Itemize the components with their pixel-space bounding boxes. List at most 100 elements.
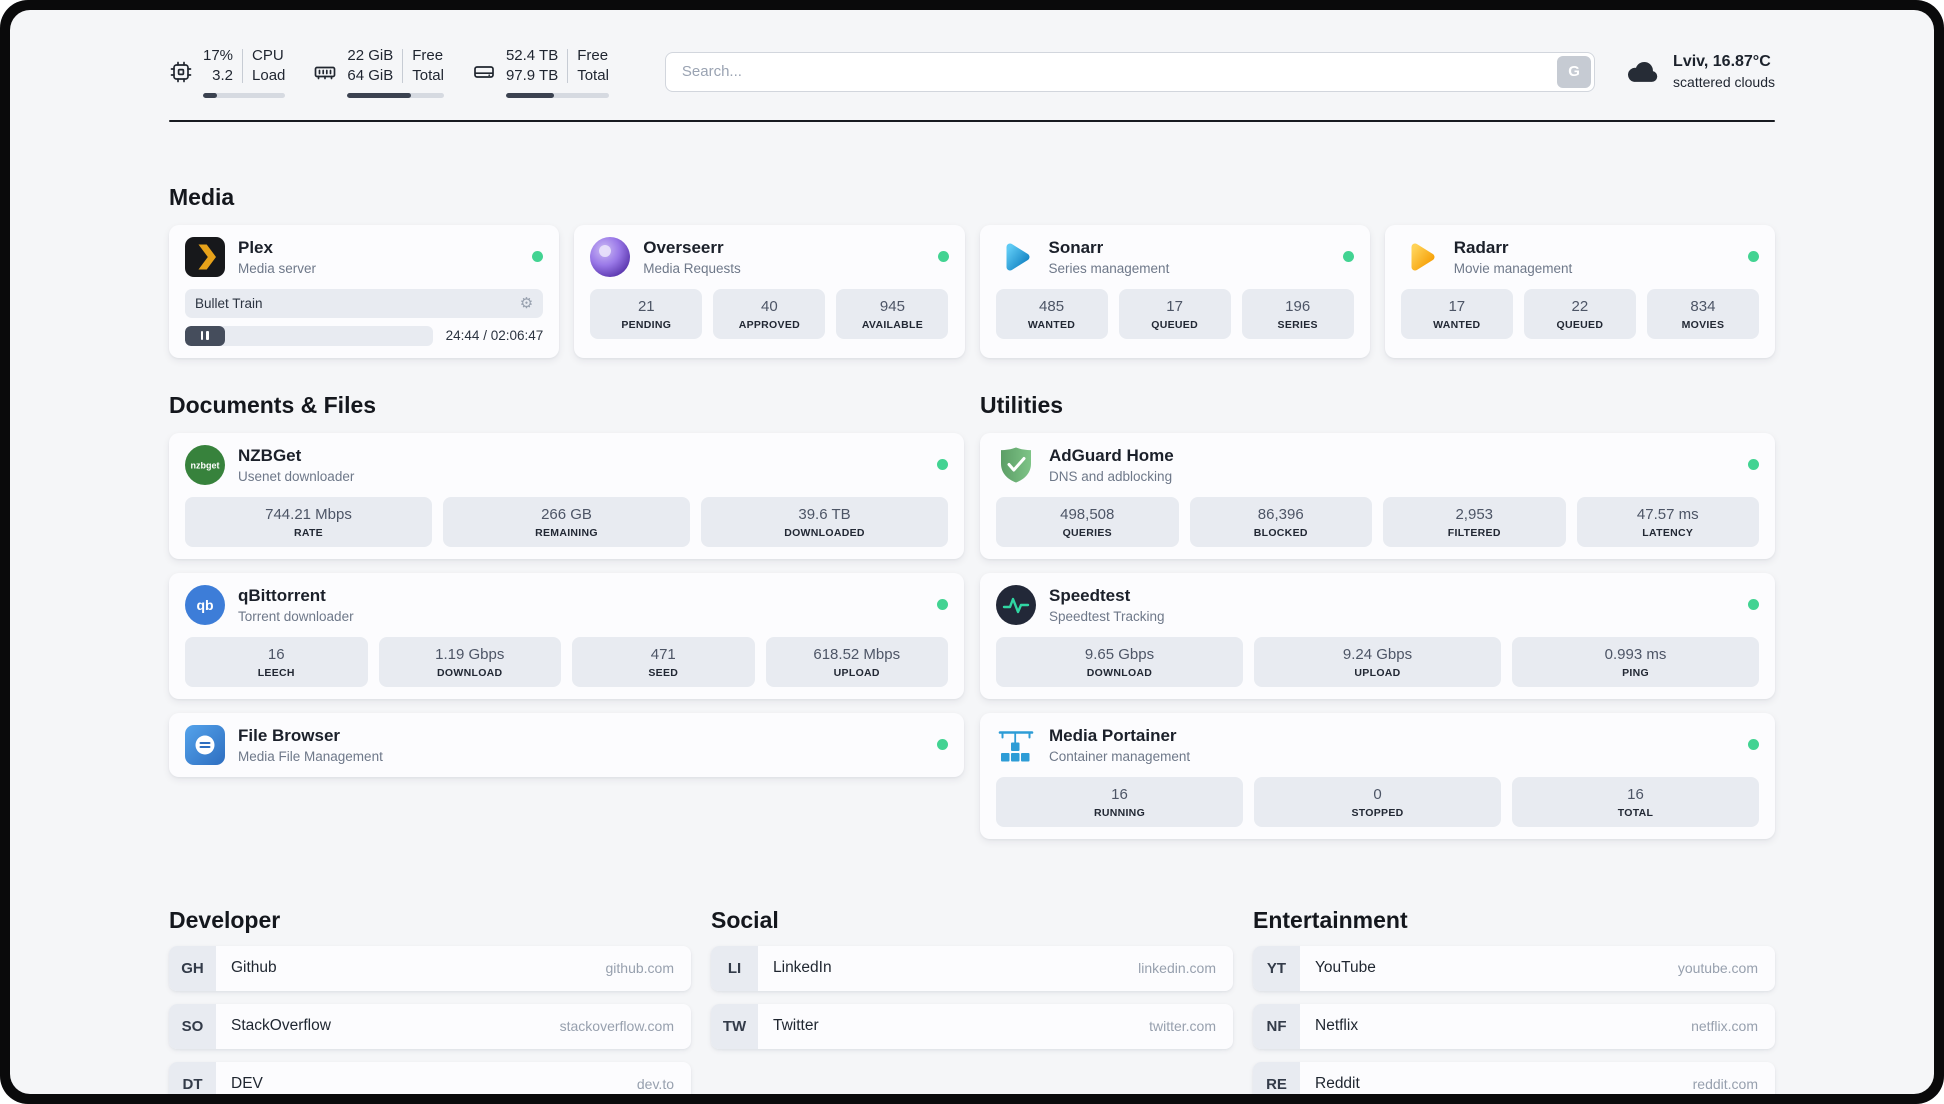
status-dot [1748,459,1759,470]
player-progress-track[interactable] [185,325,433,346]
stat-approved: 40 APPROVED [713,288,826,339]
app-name: Sonarr [1048,237,1104,257]
link-twitter[interactable]: TW Twitter twitter.com [711,1003,1233,1049]
app-subtitle: DNS and adblocking [1049,468,1173,484]
cpu-load-value: 3.2 [212,67,234,85]
bookmark-group-developer: Developer GH Github github.com SO StackO… [169,906,691,1094]
ram-icon [313,60,337,84]
adguard-icon [996,445,1036,485]
stat-blocked: 86,396 BLOCKED [1189,496,1372,547]
google-search-button[interactable]: G [1557,55,1592,88]
radarr-card[interactable]: Radarr Movie management 17 WANTED 22 QUE… [1384,224,1775,358]
app-name: Overseerr [643,237,724,257]
app-subtitle: Series management [1048,260,1170,276]
app-subtitle: Movie management [1453,260,1573,276]
link-linkedin[interactable]: LI LinkedIn linkedin.com [711,945,1233,991]
disk-progress-bar [505,92,609,98]
nzbget-card[interactable]: nzbget NZBGet Usenet downloader 744.21 M… [169,432,964,559]
cpu-usage-value: 17% [203,47,234,64]
link-netflix[interactable]: NF Netflix netflix.com [1253,1003,1775,1049]
link-badge: SO [169,1003,216,1049]
player-time: 24:44 / 02:06:47 [445,328,544,343]
search-bar: G [664,51,1596,92]
cpu-progress-bar [203,92,286,98]
stat-stopped: 0 STOPPED [1254,776,1501,827]
stat-queries: 498,508 QUERIES [996,496,1179,547]
bookmark-group-social: Social LI LinkedIn linkedin.com TW Twitt… [711,907,1233,1095]
vertical-divider [242,49,244,84]
cpu-icon [169,60,193,84]
cpu-progress-fill [203,92,217,98]
status-dot [937,739,948,750]
memory-free-label: Free [412,47,444,64]
svg-text:qb: qb [196,597,213,613]
stat-download: 1.19 Gbps DOWNLOAD [378,636,561,687]
stat-remaining: 266 GB REMAINING [443,496,690,547]
portainer-card[interactable]: Media Portainer Container management 16 … [980,712,1775,839]
status-dot [937,599,948,610]
link-badge: TW [711,1003,758,1049]
dashboard-page: 17% 3.2 CPU Load [10,10,1934,1094]
gear-icon[interactable]: ⚙ [519,294,534,312]
filebrowser-card[interactable]: File Browser Media File Management [169,712,964,777]
link-stackoverflow[interactable]: SO StackOverflow stackoverflow.com [169,1003,691,1049]
stat-upload: 9.24 Gbps UPLOAD [1254,636,1501,687]
memory-total-label: Total [412,67,444,85]
plex-card[interactable]: Plex Media server Bullet Train ⚙ 24:4 [169,224,560,358]
stat-downloaded: 39.6 TB DOWNLOADED [701,496,948,547]
status-dot [937,251,949,262]
disk-progress-fill [505,92,555,98]
app-name: Speedtest [1049,585,1131,605]
search-input[interactable] [664,51,1596,92]
stat-download: 9.65 Gbps DOWNLOAD [996,636,1243,687]
status-dot [1748,739,1759,750]
memory-total-value: 64 GiB [347,67,394,85]
disk-total-value: 97.9 TB [505,67,559,85]
stat-rate: 744.21 Mbps RATE [185,496,432,547]
stat-movies: 834 MOVIES [1646,288,1759,339]
vertical-divider [402,49,404,84]
speedtest-card[interactable]: Speedtest Speedtest Tracking 9.65 Gbps D… [980,572,1775,699]
player-progress-fill[interactable] [185,325,225,346]
link-badge: YT [1253,945,1300,991]
app-subtitle: Torrent downloader [238,608,354,624]
status-dot [532,251,544,262]
stat-seed: 471 SEED [572,636,755,687]
disk-total-label: Total [577,67,609,85]
link-youtube[interactable]: YT YouTube youtube.com [1253,945,1775,991]
qbittorrent-card[interactable]: qb qBittorrent Torrent downloader 16 LEE… [169,572,964,699]
status-dot [1342,251,1354,262]
status-dot [937,459,948,470]
sonarr-icon [996,237,1036,277]
stat-latency: 47.57 ms LATENCY [1576,496,1759,547]
stat-leech: 16 LEECH [185,636,368,687]
app-name: Radarr [1453,237,1509,257]
app-name: qBittorrent [238,585,326,605]
player-progress-row: 24:44 / 02:06:47 [185,325,544,346]
stat-ping: 0.993 ms PING [1512,636,1759,687]
app-subtitle: Media server [238,260,317,276]
section-media: Media Plex Media server Bullet Train ⚙ [169,184,1775,358]
disk-icon [472,60,496,84]
link-badge: GH [169,945,216,991]
vertical-divider [567,49,569,84]
pause-icon[interactable] [200,331,209,340]
section-utilities: Utilities AdGuard Home [980,392,1775,853]
section-title-utilities: Utilities [980,391,1064,418]
app-subtitle: Usenet downloader [238,468,355,484]
stat-pending: 21 PENDING [590,288,703,339]
link-badge: NF [1253,1003,1300,1049]
app-name: Media Portainer [1049,725,1177,745]
section-title-developer: Developer [169,906,281,933]
now-playing-title: Bullet Train [195,295,263,311]
overseerr-card[interactable]: Overseerr Media Requests 21 PENDING 40 A… [574,224,965,358]
bookmarks-section: Developer GH Github github.com SO StackO… [169,906,1775,1095]
sonarr-card[interactable]: Sonarr Series management 485 WANTED 17 Q… [979,224,1370,358]
adguard-card[interactable]: AdGuard Home DNS and adblocking 498,508 … [980,432,1775,559]
link-reddit[interactable]: RE Reddit reddit.com [1253,1061,1775,1094]
link-github[interactable]: GH Github github.com [169,945,691,991]
app-name: AdGuard Home [1049,445,1174,465]
section-title-documents: Documents & Files [169,391,377,418]
link-dev[interactable]: DT DEV dev.to [169,1061,691,1094]
